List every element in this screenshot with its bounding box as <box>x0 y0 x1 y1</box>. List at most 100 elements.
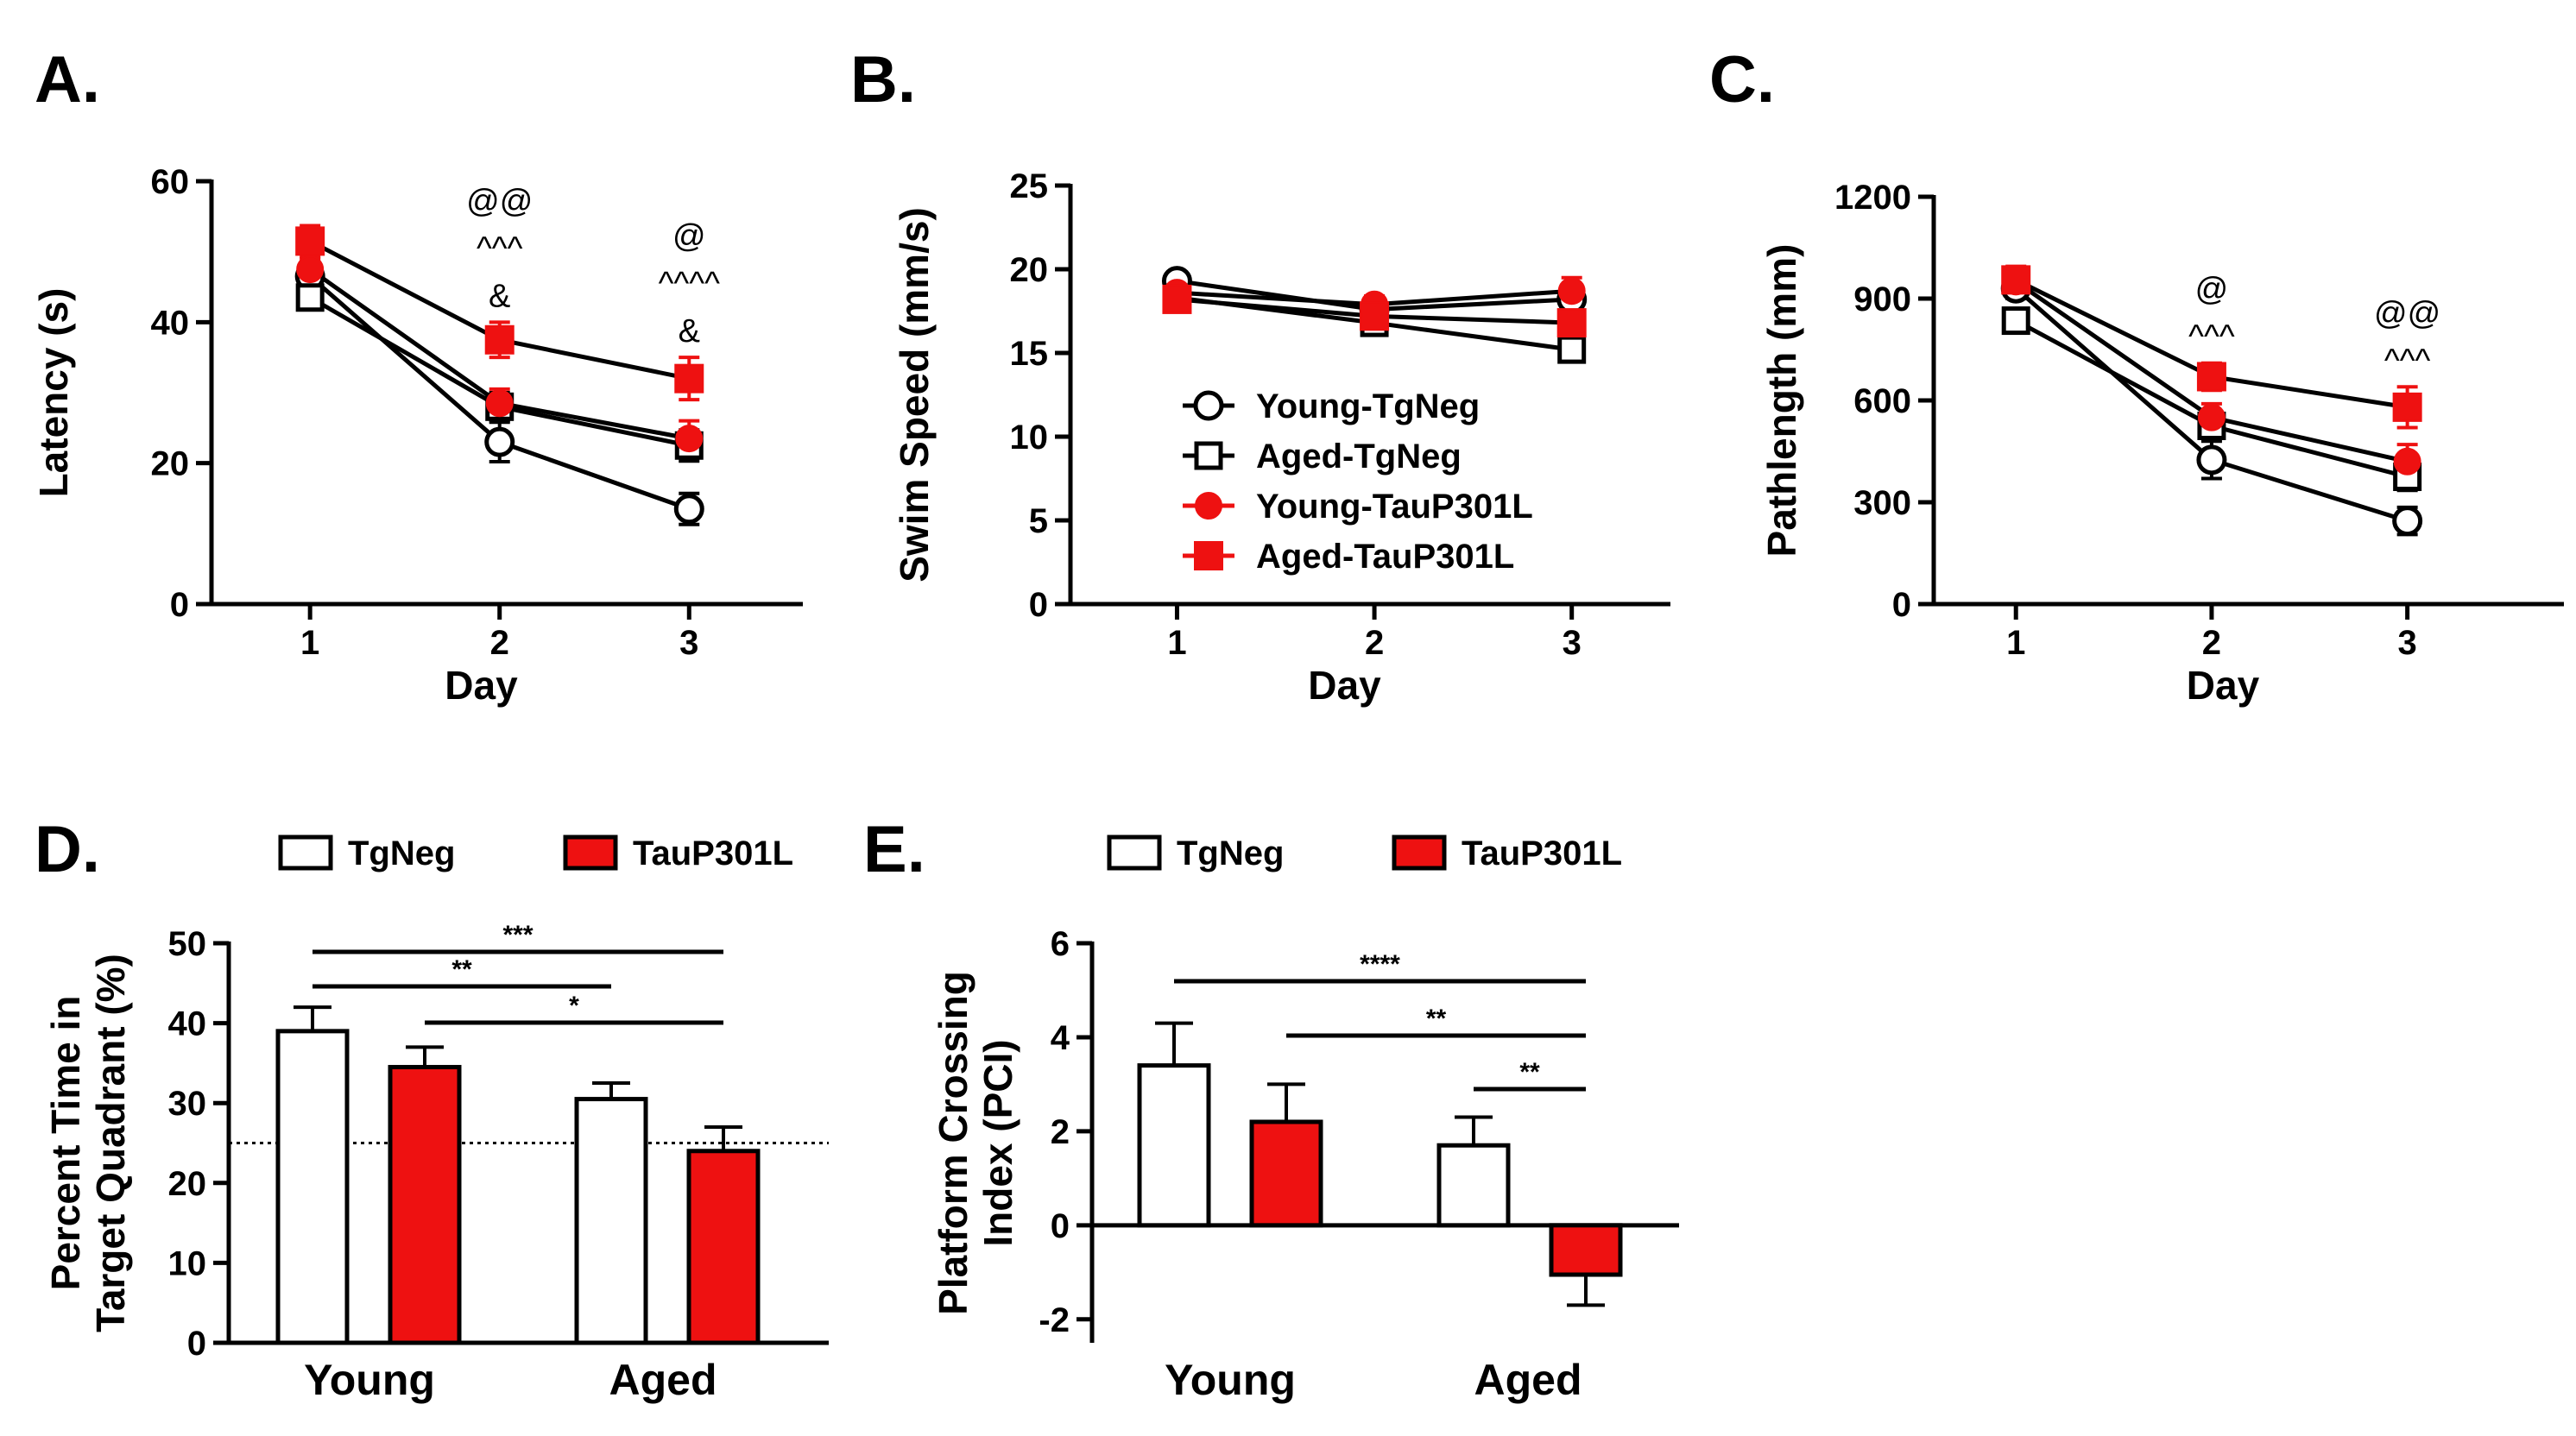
panel-e-y-tick-label: -2 <box>1039 1301 1070 1339</box>
panel-d-y-tick-label: 0 <box>187 1325 206 1363</box>
panel-d-y-tick-label: 20 <box>168 1165 207 1203</box>
panel-c-aged-taup301l-marker <box>2392 392 2422 422</box>
legend-label-young-taup301l: Young-TauP301L <box>1256 488 1533 526</box>
panel-d-x-category-label: Young <box>304 1356 435 1404</box>
panel-b-y-tick-label: 20 <box>1010 251 1049 289</box>
panel-b-x-tick-label: 3 <box>1563 624 1582 662</box>
panel-a-aged-taup301l-marker <box>484 324 515 355</box>
panel-a-x-tick-label: 1 <box>300 624 319 662</box>
panel-b-aged-taup301l-marker <box>1556 308 1587 338</box>
panel-c-pathlength-chart: C. 0 300 600 900 1200 1 2 3 Day Pathlength (mm) @ ^^… <box>1709 43 2564 708</box>
panel-d-bar-taup301l-young <box>388 1065 462 1345</box>
panel-c-y-tick-label: 900 <box>1853 280 1911 318</box>
panel-c-x-tick-label: 1 <box>2006 624 2025 662</box>
panel-a-stat-annotation: & <box>489 278 510 314</box>
legend-swatch-tgneg <box>1107 835 1162 871</box>
panel-a-young-taup301l-marker <box>675 425 704 453</box>
panel-c-young-taup301l-marker <box>2393 447 2421 476</box>
panel-d-x-category-label: Aged <box>609 1356 717 1404</box>
panel-e-y-tick-label: 0 <box>1051 1207 1070 1245</box>
panel-a-stat-annotation: & <box>679 313 700 350</box>
panel-b-x-tick-label: 2 <box>1365 624 1384 662</box>
panel-a-latency-chart: A. 0 20 40 60 1 2 3 Day Latency (s) @@ ^^^ & @ ^^^^ & <box>31 43 803 708</box>
legend-label-aged-tgneg: Aged-TgNeg <box>1256 438 1462 476</box>
panel-a-aged-taup301l-marker <box>295 226 325 256</box>
panel-e-significance-label: ** <box>1426 1005 1447 1033</box>
panel-a-young-taup301l-marker <box>296 255 325 284</box>
panel-b-y-tick-label: 25 <box>1010 167 1049 205</box>
panel-e-significance-label: ** <box>1519 1058 1540 1086</box>
panel-a-x-tick-label: 3 <box>679 624 698 662</box>
panel-d-y-axis-title: Percent Time in <box>43 996 88 1291</box>
legend-label-tgneg: TgNeg <box>348 835 455 872</box>
panel-e-bar-taup301l-young <box>1249 1119 1323 1228</box>
panel-a-stat-annotation: @ <box>672 218 706 255</box>
panel-b-aged-taup301l-marker <box>1360 301 1390 331</box>
panel-c-y-tick-label: 0 <box>1892 586 1911 624</box>
panel-b-y-tick-label: 0 <box>1029 586 1048 624</box>
panel-e-bar-tgneg-young <box>1137 1063 1211 1228</box>
panel-c-stat-annotation: @ <box>2195 272 2229 308</box>
legend-young-tgneg-marker <box>1193 390 1224 421</box>
panel-a-y-tick-label: 60 <box>151 163 190 201</box>
panel-b-y-tick-label: 5 <box>1029 502 1048 540</box>
panel-d-y-tick-label: 40 <box>168 1005 207 1043</box>
panel-a-y-tick-label: 40 <box>151 304 190 342</box>
panel-b-aged-taup301l-marker <box>1162 284 1192 314</box>
panel-d-y-tick-label: 50 <box>168 925 207 963</box>
panel-a-young-taup301l-marker <box>485 389 514 418</box>
panel-e-x-category-label: Young <box>1165 1356 1296 1404</box>
panel-a-young-tgneg-marker <box>484 426 515 457</box>
panel-a-stat-annotation: @@ <box>466 183 533 219</box>
panel-e-platform-crossing-chart: E. TgNeg TauP301L -2 0 2 4 6 Platform Crossing In… <box>863 813 1679 1404</box>
panel-c-x-tick-label: 2 <box>2202 624 2221 662</box>
panel-e-significance-label: **** <box>1360 950 1400 979</box>
panel-a-stat-annotation: ^^^ <box>477 230 523 267</box>
panel-e-bar-tgneg-aged <box>1436 1143 1511 1228</box>
panel-c-x-tick-label: 3 <box>2398 624 2417 662</box>
panel-c-young-tgneg-marker <box>2196 444 2227 476</box>
panel-a-x-axis-title: Day <box>445 663 518 708</box>
legend-label-aged-taup301l: Aged-TauP301L <box>1256 538 1514 576</box>
panel-e-y-axis-title: Platform Crossing <box>931 971 975 1315</box>
panel-c-stat-annotation: ^^^ <box>2384 343 2431 379</box>
panel-b-label: B. <box>850 43 916 117</box>
legend-label-tgneg: TgNeg <box>1177 835 1284 872</box>
panel-a-young-tgneg-marker <box>673 494 704 525</box>
legend-swatch-taup301l <box>563 835 618 871</box>
panel-e-y-tick-label: 6 <box>1051 925 1070 963</box>
panel-d-label: D. <box>35 813 100 886</box>
panel-d-bar-tgneg-young <box>275 1029 350 1345</box>
panel-d-bar-taup301l-aged <box>686 1149 761 1345</box>
panel-d-y-tick-label: 10 <box>168 1244 207 1282</box>
panel-b-y-tick-label: 15 <box>1010 335 1049 373</box>
legend-swatch-tgneg <box>278 835 333 871</box>
panel-a-aged-tgneg-marker <box>295 283 325 312</box>
panel-c-y-tick-label: 600 <box>1853 382 1911 420</box>
legend-aged-taup301l-marker <box>1194 541 1223 570</box>
panel-b-y-tick-label: 10 <box>1010 419 1049 457</box>
legend-swatch-taup301l <box>1392 835 1447 871</box>
panel-d-significance-label: *** <box>502 921 533 949</box>
panel-e-bar-taup301l-aged <box>1549 1223 1623 1277</box>
panel-c-x-axis-title: Day <box>2187 663 2260 708</box>
panel-b-y-axis-title: Swim Speed (mm/s) <box>892 207 937 583</box>
panel-d-y-axis-title: Target Quadrant (%) <box>88 954 133 1332</box>
panel-d-target-quadrant-chart: D. TgNeg TauP301L 0 10 20 30 40 50 Percent Time i… <box>35 813 829 1404</box>
panel-e-y-tick-label: 4 <box>1051 1019 1070 1057</box>
panel-d-significance-label: ** <box>451 955 472 984</box>
legend-label-young-tgneg: Young-TgNeg <box>1256 387 1480 425</box>
panel-e-y-axis-title: Index (PCI) <box>975 1039 1020 1246</box>
panel-d-significance-label: * <box>569 992 579 1020</box>
panel-a-aged-taup301l-marker <box>674 363 704 394</box>
panel-c-stat-annotation: ^^^ <box>2188 319 2235 356</box>
panel-e-x-category-label: Aged <box>1474 1356 1582 1404</box>
panel-b-x-axis-title: Day <box>1308 663 1381 708</box>
panel-b-young-taup301l-marker <box>1557 277 1586 305</box>
panel-c-aged-taup301l-marker <box>2196 362 2226 392</box>
panel-e-label: E. <box>863 813 925 886</box>
panel-a-y-axis-title: Latency (s) <box>31 288 76 498</box>
panel-c-aged-taup301l-marker <box>2001 265 2031 295</box>
panel-a-x-tick-label: 2 <box>490 624 509 662</box>
